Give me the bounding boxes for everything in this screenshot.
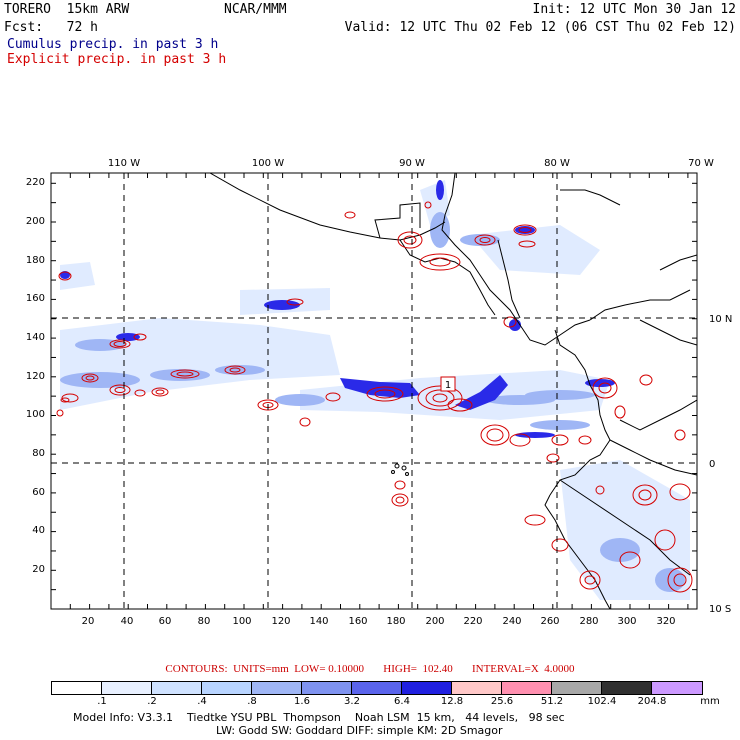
lon-labels: 110 W 100 W 90 W 80 W 70 W bbox=[108, 158, 714, 169]
y-tick-label: 140 bbox=[26, 332, 45, 343]
colorbar-label: 102.4 bbox=[587, 696, 617, 707]
x-tick-label: 200 bbox=[425, 616, 444, 627]
cell-label-box bbox=[440, 376, 456, 392]
colorbar-swatch bbox=[652, 682, 702, 694]
tick-marks bbox=[51, 173, 697, 609]
colorbar-swatch bbox=[252, 682, 302, 694]
colorbar-swatch bbox=[302, 682, 352, 694]
colorbar-label: 3.2 bbox=[344, 696, 360, 707]
y-tick-label: 200 bbox=[26, 216, 45, 227]
explicit-legend: Explicit precip. in past 3 h bbox=[7, 52, 227, 67]
y-tick-label: 120 bbox=[26, 371, 45, 382]
lat-labels: 10 N 0 10 S bbox=[709, 314, 732, 615]
colorbar-swatch bbox=[352, 682, 402, 694]
y-tick-label: 80 bbox=[32, 448, 45, 459]
x-tick-label: 260 bbox=[540, 616, 559, 627]
y-tick-label: 100 bbox=[26, 409, 45, 420]
explicit-precip-contours bbox=[56, 201, 693, 593]
colorbar-label: .8 bbox=[247, 696, 257, 707]
x-tick-label: 100 bbox=[232, 616, 251, 627]
colorbar-label: 25.6 bbox=[490, 696, 514, 707]
latlon-grid bbox=[51, 173, 697, 609]
x-tick-label: 60 bbox=[159, 616, 172, 627]
init-time: Init: 12 UTC Mon 30 Jan 12 bbox=[532, 2, 737, 17]
x-tick-label: 40 bbox=[121, 616, 134, 627]
y-tick-labels: 220 200 180 160 140 120 100 80 60 40 20 bbox=[26, 177, 45, 575]
lon-label-80w: 80 W bbox=[544, 158, 570, 169]
x-tick-label: 160 bbox=[348, 616, 367, 627]
colorbar-swatch bbox=[602, 682, 652, 694]
valid-time: Valid: 12 UTC Thu 02 Feb 12 (06 CST Thu … bbox=[344, 20, 736, 35]
colorbar bbox=[51, 681, 703, 695]
lat-label-10n: 10 N bbox=[709, 314, 732, 325]
y-tick-label: 40 bbox=[32, 525, 45, 536]
x-tick-label: 280 bbox=[579, 616, 598, 627]
colorbar-unit: mm bbox=[700, 696, 720, 707]
cell-label: 1 bbox=[445, 380, 451, 391]
colorbar-swatch bbox=[552, 682, 602, 694]
lat-label-10s: 10 S bbox=[709, 604, 731, 615]
y-tick-label: 160 bbox=[26, 293, 45, 304]
plot-frame bbox=[50, 172, 698, 610]
colorbar-label: 204.8 bbox=[637, 696, 667, 707]
lon-label-110w: 110 W bbox=[108, 158, 140, 169]
y-tick-label: 60 bbox=[32, 487, 45, 498]
colorbar-label: .2 bbox=[147, 696, 157, 707]
coastlines bbox=[209, 173, 697, 609]
x-tick-labels: 20 40 60 80 100 120 140 160 180 200 220 … bbox=[82, 616, 676, 627]
x-tick-label: 20 bbox=[82, 616, 95, 627]
lon-label-90w: 90 W bbox=[399, 158, 425, 169]
model-info-line1: Model Info: V3.3.1 Tiedtke YSU PBL Thomp… bbox=[73, 711, 565, 724]
x-tick-label: 220 bbox=[463, 616, 482, 627]
lon-label-70w: 70 W bbox=[688, 158, 714, 169]
center-name: NCAR/MMM bbox=[224, 2, 287, 17]
colorbar-label: .4 bbox=[197, 696, 207, 707]
y-tick-label: 20 bbox=[32, 564, 45, 575]
model-info-line2: LW: Godd SW: Goddard DIFF: simple KM: 2D… bbox=[216, 724, 503, 737]
cumulus-mid-areas bbox=[60, 212, 685, 592]
colorbar-label: 51.2 bbox=[540, 696, 564, 707]
y-tick-label: 220 bbox=[26, 177, 45, 188]
cumulus-legend: Cumulus precip. in past 3 h bbox=[7, 37, 219, 52]
colorbar-swatch bbox=[102, 682, 152, 694]
lat-label-0: 0 bbox=[709, 459, 715, 470]
cumulus-heavy-areas bbox=[60, 180, 615, 438]
colorbar-swatch bbox=[402, 682, 452, 694]
x-tick-label: 300 bbox=[617, 616, 636, 627]
colorbar-swatch bbox=[202, 682, 252, 694]
forecast-hour: Fcst: 72 h bbox=[4, 20, 98, 35]
colorbar-label: 6.4 bbox=[394, 696, 410, 707]
x-tick-label: 320 bbox=[656, 616, 675, 627]
precip-map: 1 110 W 100 W 90 W 80 W 70 W 10 N 0 10 S… bbox=[26, 158, 732, 627]
x-tick-label: 240 bbox=[502, 616, 521, 627]
galapagos-islands bbox=[391, 463, 409, 476]
x-tick-label: 120 bbox=[271, 616, 290, 627]
colorbar-swatch bbox=[52, 682, 102, 694]
x-tick-label: 140 bbox=[309, 616, 328, 627]
colorbar-label: 1.6 bbox=[294, 696, 310, 707]
x-tick-label: 180 bbox=[386, 616, 405, 627]
colorbar-label: .1 bbox=[97, 696, 107, 707]
lon-label-100w: 100 W bbox=[252, 158, 284, 169]
colorbar-label: 12.8 bbox=[440, 696, 464, 707]
colorbar-swatch bbox=[452, 682, 502, 694]
colorbar-swatch bbox=[502, 682, 552, 694]
y-tick-label: 180 bbox=[26, 255, 45, 266]
model-title: TORERO 15km ARW bbox=[4, 2, 130, 17]
x-tick-label: 80 bbox=[198, 616, 211, 627]
colorbar-swatch bbox=[152, 682, 202, 694]
contour-info: CONTOURS: UNITS=mm LOW= 0.10000 HIGH= 10… bbox=[165, 663, 575, 675]
